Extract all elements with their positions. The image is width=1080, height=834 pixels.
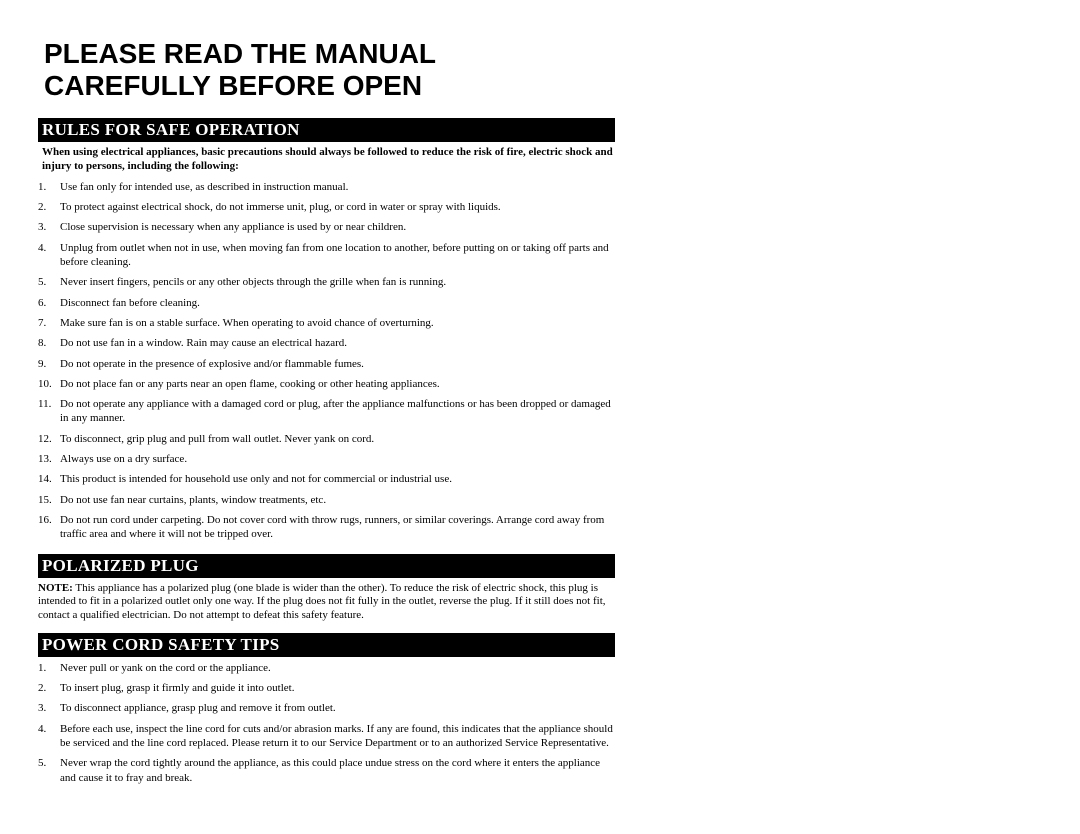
rules-intro: When using electrical appliances, basic … xyxy=(42,146,615,174)
cord-item: Never pull or yank on the cord or the ap… xyxy=(38,661,615,675)
rules-item: Do not run cord under carpeting. Do not … xyxy=(38,513,615,542)
section-header-cord: POWER CORD SAFETY TIPS xyxy=(38,633,615,657)
section-header-plug: POLARIZED PLUG xyxy=(38,554,615,578)
rules-item: Always use on a dry surface. xyxy=(38,452,615,466)
cord-item: To insert plug, grasp it firmly and guid… xyxy=(38,681,615,695)
rules-item: Never insert fingers, pencils or any oth… xyxy=(38,275,615,289)
cord-item: To disconnect appliance, grasp plug and … xyxy=(38,701,615,715)
rules-item: Do not operate any appliance with a dama… xyxy=(38,397,615,426)
page-title: PLEASE READ THE MANUAL CAREFULLY BEFORE … xyxy=(44,38,615,102)
plug-note-label: NOTE: xyxy=(38,582,73,594)
rules-item: Do not use fan in a window. Rain may cau… xyxy=(38,336,615,350)
rules-item: To disconnect, grip plug and pull from w… xyxy=(38,432,615,446)
plug-note: NOTE: This appliance has a polarized plu… xyxy=(38,582,615,623)
rules-item: Close supervision is necessary when any … xyxy=(38,220,615,234)
rules-item: Do not place fan or any parts near an op… xyxy=(38,377,615,391)
title-line-1: PLEASE READ THE MANUAL xyxy=(44,38,615,70)
rules-item: To protect against electrical shock, do … xyxy=(38,200,615,214)
plug-note-body: This appliance has a polarized plug (one… xyxy=(38,582,606,622)
rules-item: Make sure fan is on a stable surface. Wh… xyxy=(38,316,615,330)
rules-item: Unplug from outlet when not in use, when… xyxy=(38,241,615,270)
rules-item: Disconnect fan before cleaning. xyxy=(38,296,615,310)
rules-list: Use fan only for intended use, as descri… xyxy=(38,180,615,542)
cord-item: Never wrap the cord tightly around the a… xyxy=(38,756,615,785)
rules-item: Do not use fan near curtains, plants, wi… xyxy=(38,493,615,507)
title-line-2: CAREFULLY BEFORE OPEN xyxy=(44,70,615,102)
cord-item: Before each use, inspect the line cord f… xyxy=(38,722,615,751)
cord-list: Never pull or yank on the cord or the ap… xyxy=(38,661,615,785)
rules-item: This product is intended for household u… xyxy=(38,472,615,486)
rules-item: Use fan only for intended use, as descri… xyxy=(38,180,615,194)
section-header-rules: RULES FOR SAFE OPERATION xyxy=(38,118,615,142)
rules-item: Do not operate in the presence of explos… xyxy=(38,357,615,371)
manual-page: PLEASE READ THE MANUAL CAREFULLY BEFORE … xyxy=(0,0,665,817)
